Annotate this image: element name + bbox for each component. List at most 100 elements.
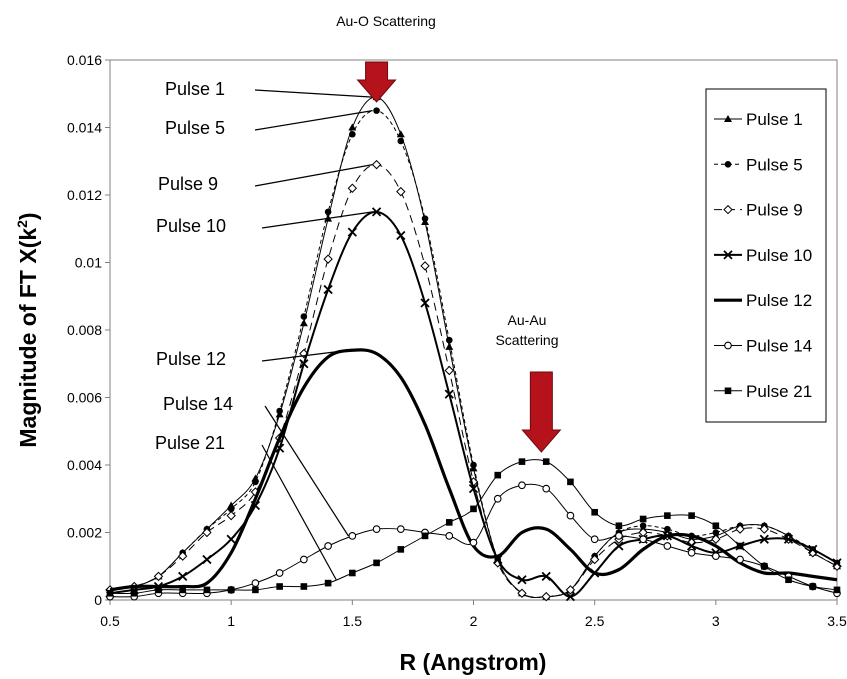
point-pulse-9-14 [444, 365, 454, 376]
x-tick-label-5: 3 [712, 613, 720, 629]
point-pulse-14-8 [300, 555, 308, 564]
x-tick-label-2: 1.5 [343, 613, 363, 629]
point-pulse-10-8 [299, 359, 309, 369]
y-tick-label-5: 0.01 [75, 255, 102, 271]
point-pulse-10-14 [444, 389, 454, 399]
point-pulse-21-25 [712, 522, 720, 530]
series-pulse-21 [106, 458, 841, 597]
y-tick-label-6: 0.012 [67, 187, 102, 203]
annotation-0-line-0: Au-O Scattering [336, 13, 436, 29]
leader-line-pulse-5 [254, 110, 373, 131]
y-axis-title-suffix: ) [15, 212, 41, 220]
point-pulse-14-21 [615, 532, 623, 540]
x-axis-title: R (Angstrom) [400, 649, 547, 675]
leader-labels: Pulse 1 Pulse 5 Pulse 9 Pulse 10 Pulse 12 Pul… [155, 79, 373, 581]
point-pulse-21-21 [615, 522, 623, 530]
point-pulse-14-23 [663, 542, 672, 550]
point-pulse-21-8 [300, 583, 308, 590]
y-tick-label-8: 0.016 [67, 52, 102, 68]
annotation-arrow-0 [356, 61, 397, 103]
point-pulse-14-7 [275, 569, 284, 577]
annotations: Au-O Scattering Au-Au Scattering [336, 13, 562, 453]
legend-label-pulse-14: Pulse 14 [746, 337, 812, 356]
point-pulse-10-11 [371, 207, 382, 217]
series-line-pulse-9 [109, 164, 838, 598]
point-pulse-9-25 [711, 534, 721, 544]
y-axis-ticks: 0 0.002 0.004 0.006 0.008 0.01 0.012 0.014 0.016 [67, 52, 110, 608]
point-pulse-21-15 [470, 505, 477, 513]
point-pulse-21-9 [324, 579, 332, 587]
leader-label-pulse-21: Pulse 21 [155, 433, 225, 453]
point-pulse-21-20 [591, 508, 598, 516]
point-pulse-1-12 [396, 130, 405, 138]
point-pulse-5-22 [639, 522, 647, 530]
point-pulse-21-17 [518, 458, 526, 465]
point-pulse-14-12 [396, 525, 405, 533]
annotation-1-line-1: Scattering [495, 332, 558, 348]
point-pulse-14-6 [251, 579, 260, 587]
x-tick-label-1: 1 [227, 613, 235, 629]
legend-item-pulse-21: Pulse 21 [714, 382, 812, 401]
point-pulse-21-3 [179, 586, 186, 594]
point-pulse-10-10 [347, 227, 357, 237]
point-pulse-9-27 [759, 524, 770, 534]
legend-label-pulse-1: Pulse 1 [746, 110, 803, 129]
point-pulse-5-13 [421, 215, 429, 222]
point-pulse-10-27 [759, 534, 769, 544]
point-pulse-5-15 [470, 461, 477, 469]
point-pulse-14-22 [639, 535, 647, 544]
point-pulse-21-16 [494, 471, 502, 479]
leader-line-pulse-1 [254, 89, 373, 98]
y-axis-title-main: Magnitude of FT X(k [15, 228, 41, 448]
point-pulse-21-28 [785, 576, 792, 584]
point-pulse-9-5 [226, 510, 236, 521]
point-pulse-14-25 [711, 552, 720, 560]
point-pulse-1-10 [348, 123, 357, 131]
point-pulse-10-17 [517, 575, 527, 585]
legend-marker-pulse-9 [723, 204, 733, 215]
legend-item-pulse-9: Pulse 9 [714, 201, 803, 220]
point-pulse-5-12 [397, 137, 405, 145]
point-pulse-21-29 [809, 583, 817, 590]
point-pulse-5-25 [712, 529, 720, 536]
point-pulse-14-24 [687, 548, 696, 557]
point-pulse-10-21 [614, 541, 624, 551]
point-pulse-14-17 [518, 481, 526, 490]
point-pulse-10-29 [808, 544, 818, 555]
point-pulse-21-6 [252, 586, 259, 594]
point-pulse-1-14 [445, 342, 454, 350]
point-pulse-21-11 [373, 559, 380, 567]
x-tick-label-6: 3.5 [827, 613, 847, 629]
legend-item-pulse-1: Pulse 1 [714, 110, 803, 129]
point-pulse-21-10 [349, 569, 356, 577]
point-pulse-9-12 [396, 186, 406, 197]
legend-item-pulse-5: Pulse 5 [714, 155, 803, 174]
point-pulse-14-16 [493, 494, 502, 503]
leader-line-pulse-9 [254, 164, 373, 187]
point-pulse-21-23 [664, 512, 671, 519]
point-pulse-14-10 [348, 532, 357, 540]
point-pulse-21-18 [542, 458, 550, 465]
point-pulse-5-23 [664, 525, 671, 533]
point-pulse-5-9 [324, 208, 332, 216]
point-pulse-9-9 [323, 254, 333, 264]
point-pulse-14-14 [445, 532, 454, 540]
point-pulse-21-24 [688, 512, 695, 519]
point-pulse-21-13 [421, 532, 429, 540]
point-pulse-5-6 [252, 478, 259, 486]
point-pulse-14-11 [372, 525, 381, 533]
point-pulse-9-26 [735, 524, 745, 534]
point-pulse-14-15 [469, 538, 478, 547]
point-pulse-10-13 [420, 298, 430, 308]
legend-marker-pulse-10 [723, 250, 733, 260]
point-pulse-9-3 [177, 551, 188, 561]
point-pulse-21-12 [397, 546, 405, 553]
point-pulse-5-5 [227, 505, 235, 513]
point-pulse-21-14 [445, 519, 453, 526]
y-tick-label-4: 0.008 [67, 322, 102, 338]
legend-label-pulse-21: Pulse 21 [746, 382, 812, 401]
point-pulse-21-4 [203, 586, 211, 594]
legend-marker-pulse-21 [724, 387, 732, 395]
leader-line-pulse-14 [264, 405, 349, 537]
